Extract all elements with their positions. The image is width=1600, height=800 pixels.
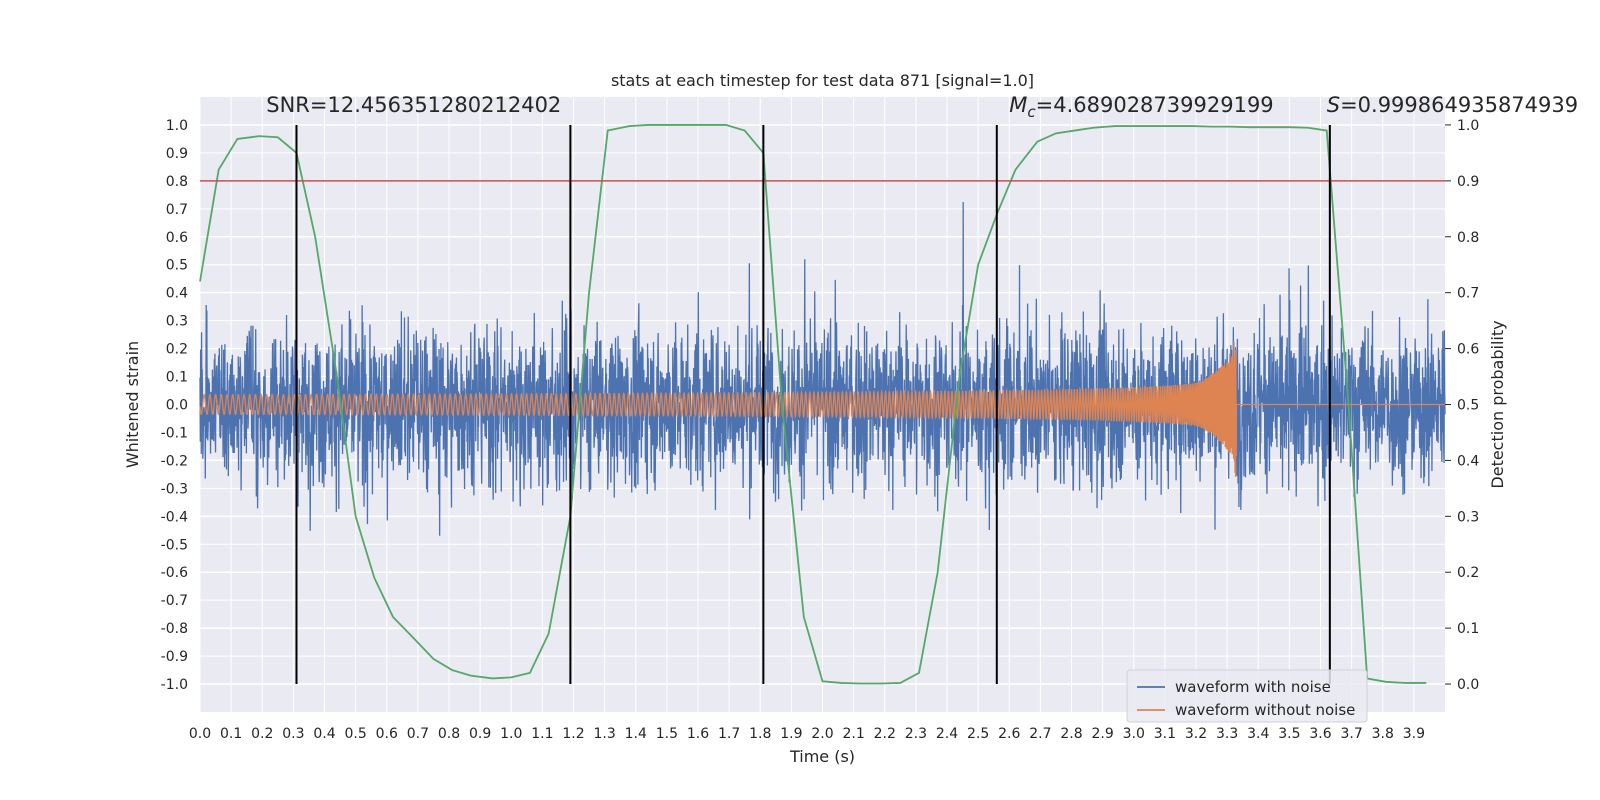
annotation-1: Mc=4.689028739929199 (1009, 93, 1273, 121)
x-tick-label: 0.3 (282, 726, 304, 742)
legend-entry: waveform without noise (1175, 701, 1355, 719)
y-tick-label: 1.0 (166, 118, 188, 134)
probability-series-line (199, 124, 1427, 685)
x-tick-label: 1.8 (749, 726, 771, 742)
x-tick-label: 2.4 (936, 726, 958, 742)
noise-series-layer (199, 202, 1446, 536)
y-tick-label: -0.2 (161, 453, 188, 469)
probability-series-layer (199, 124, 1427, 685)
x-tick-label: 2.6 (998, 726, 1020, 742)
y2-tick-label: 0.1 (1457, 621, 1479, 637)
annotations: SNR=12.456351280212402 Mc=4.6890287399291… (266, 93, 1578, 121)
y-tick-label: 0.0 (166, 398, 188, 414)
y-tick-label: -0.1 (161, 425, 188, 441)
x-tick-label: 0.9 (469, 726, 491, 742)
y2-tick-label: 0.8 (1457, 230, 1479, 246)
x-tick-label: 2.7 (1029, 726, 1051, 742)
x-tick-label: 3.5 (1278, 726, 1300, 742)
y2-tick-label: 0.2 (1457, 565, 1479, 581)
y-tick-label: -0.5 (161, 537, 188, 553)
y2-tick-label: 0.6 (1457, 342, 1479, 358)
annotation-2: S=0.999864935874939 (1327, 93, 1578, 117)
vertical-markers (200, 124, 1445, 685)
x-tick-label: 3.8 (1372, 726, 1394, 742)
noise-series-line (199, 202, 1446, 536)
legend: waveform with noise waveform without nois… (1126, 669, 1368, 723)
y-axis-label: Whitened strain (123, 341, 142, 468)
y-tick-label: 0.9 (166, 146, 188, 162)
x-tick-label: 1.1 (531, 726, 553, 742)
annotation-value: =4.689028739929199 (1036, 93, 1274, 117)
legend-box (1126, 669, 1368, 723)
y2-axis-label: Detection probability (1488, 320, 1507, 488)
y-tick-label: 0.8 (166, 174, 188, 190)
x-tick-label: 1.6 (687, 726, 709, 742)
x-tick-label: 3.6 (1309, 726, 1331, 742)
x-axis-label: Time (s) (789, 747, 855, 766)
x-tick-label: 3.9 (1403, 726, 1425, 742)
chirp-series-layer (199, 341, 1445, 477)
x-tick-label: 1.4 (625, 726, 647, 742)
y-tick-label: -0.9 (161, 649, 188, 665)
x-tick-label: 3.0 (1123, 726, 1145, 742)
annotation-symbol: S (1327, 93, 1340, 117)
x-tick-label: 0.0 (189, 726, 211, 742)
x-tick-label: 2.1 (842, 726, 864, 742)
x-tick-label: 3.2 (1185, 726, 1207, 742)
x-tick-label: 0.4 (313, 726, 335, 742)
x-tick-label: 0.8 (438, 726, 460, 742)
y2-tick-label: 0.5 (1457, 398, 1479, 414)
x-tick-label: 2.2 (874, 726, 896, 742)
y2-tick-label: 0.9 (1457, 174, 1479, 190)
x-tick-label: 1.0 (500, 726, 522, 742)
x-tick-label: 3.3 (1216, 726, 1238, 742)
y-tick-label: -0.6 (161, 565, 188, 581)
y-tick-label: 0.1 (166, 370, 188, 386)
x-tick-label: 2.3 (905, 726, 927, 742)
y-tick-label: -0.7 (161, 593, 188, 609)
x-tick-label: 1.9 (780, 726, 802, 742)
legend-entry: waveform with noise (1175, 678, 1331, 696)
y-tick-label: 0.6 (166, 230, 188, 246)
y-tick-label: 0.7 (166, 202, 188, 218)
x-tick-label: 1.5 (656, 726, 678, 742)
y-tick-label: -0.4 (161, 509, 188, 525)
x-tick-label: 0.6 (376, 726, 398, 742)
y2-tick-label: 0.4 (1457, 453, 1479, 469)
annotation-0: SNR=12.456351280212402 (266, 93, 561, 117)
x-tick-label: 3.7 (1340, 726, 1362, 742)
y-tick-label: -1.0 (161, 677, 188, 693)
y-tick-label: 0.4 (166, 286, 188, 302)
annotation-subscript: c (1027, 103, 1036, 121)
x-tick-label: 0.7 (407, 726, 429, 742)
x-tick-label: 2.8 (1060, 726, 1082, 742)
x-tick-label: 1.7 (718, 726, 740, 742)
tick-labels: 0.0 0.1 0.2 0.3 0.4 0.5 0.6 0.7 0.8 0.9 1.0 1.1 1.2 1… (161, 118, 1480, 742)
y-tick-label: -0.8 (161, 621, 188, 637)
chart-title: stats at each timestep for test data 871… (611, 71, 1034, 90)
x-tick-label: 0.2 (251, 726, 273, 742)
y2-tick-label: 0.3 (1457, 509, 1479, 525)
x-tick-label: 1.3 (593, 726, 615, 742)
x-tick-label: 3.4 (1247, 726, 1269, 742)
x-tick-label: 0.1 (220, 726, 242, 742)
y-tick-label: 0.3 (166, 314, 188, 330)
y2-tick-label: 0.7 (1457, 286, 1479, 302)
x-tick-label: 0.5 (344, 726, 366, 742)
annotation-symbol: M (1009, 93, 1027, 117)
annotation-value: =0.999864935874939 (1340, 93, 1578, 117)
y2-tick-label: 0.0 (1457, 677, 1479, 693)
chirp-series-line (199, 341, 1445, 477)
x-tick-label: 2.0 (811, 726, 833, 742)
x-tick-label: 2.5 (967, 726, 989, 742)
y-tick-label: -0.3 (161, 481, 188, 497)
x-tick-label: 1.2 (562, 726, 584, 742)
y2-tick-label: 1.0 (1457, 118, 1479, 134)
y-tick-label: 0.5 (166, 258, 188, 274)
y-tick-label: 0.2 (166, 342, 188, 358)
x-tick-label: 3.1 (1154, 726, 1176, 742)
x-tick-label: 2.9 (1091, 726, 1113, 742)
